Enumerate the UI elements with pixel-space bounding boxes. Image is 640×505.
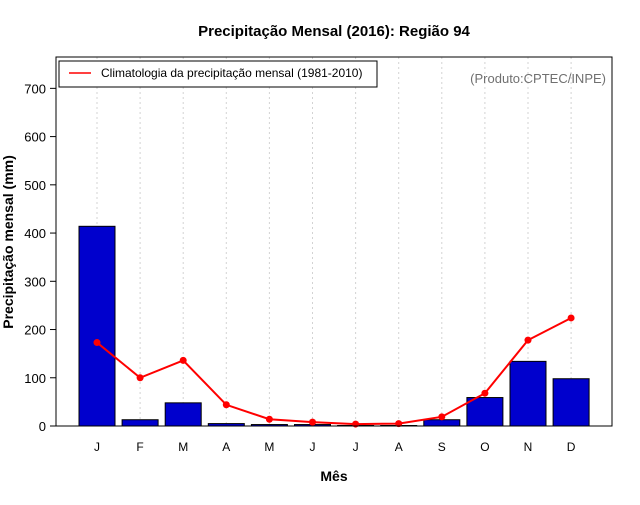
y-tick-label: 100 [24,371,46,386]
climatology-point-0 [94,339,101,346]
climatology-point-3 [223,401,230,408]
climatology-point-8 [438,413,445,420]
x-tick-label: S [438,440,446,454]
bar-0 [79,226,115,426]
x-tick-label: J [310,440,316,454]
credit-text: (Produto:CPTEC/INPE) [470,71,606,86]
climatology-point-5 [309,419,316,426]
y-tick-label: 300 [24,274,46,289]
x-tick-label: J [94,440,100,454]
x-tick-label: O [480,440,489,454]
x-tick-label: J [353,440,359,454]
x-tick-label: N [524,440,533,454]
bar-8 [424,420,460,426]
bar-11 [553,379,589,426]
climatology-point-9 [481,390,488,397]
chart-title: Precipitação Mensal (2016): Região 94 [198,23,470,40]
y-tick-label: 0 [39,419,46,434]
x-tick-label: D [567,440,576,454]
y-tick-label: 700 [24,81,46,96]
x-tick-label: F [136,440,143,454]
y-tick-label: 500 [24,178,46,193]
legend: Climatologia da precipitação mensal (198… [59,61,377,87]
bar-9 [467,398,503,426]
y-tick-label: 400 [24,226,46,241]
legend-label: Climatologia da precipitação mensal (198… [101,66,362,80]
x-tick-label: M [264,440,274,454]
bar-2 [165,403,201,426]
climatology-point-10 [525,337,532,344]
y-tick-label: 600 [24,130,46,145]
bar-10 [510,361,546,426]
x-axis-label: Mês [320,468,347,484]
climatology-point-2 [180,357,187,364]
x-tick-label: A [222,440,230,454]
climatology-point-6 [352,421,359,428]
climatology-point-4 [266,416,273,423]
y-tick-label: 200 [24,323,46,338]
climatology-point-11 [568,314,575,321]
x-tick-label: M [178,440,188,454]
bar-1 [122,420,158,426]
climatology-point-1 [137,374,144,381]
y-axis-label: Precipitação mensal (mm) [0,155,16,329]
x-tick-label: A [395,440,403,454]
